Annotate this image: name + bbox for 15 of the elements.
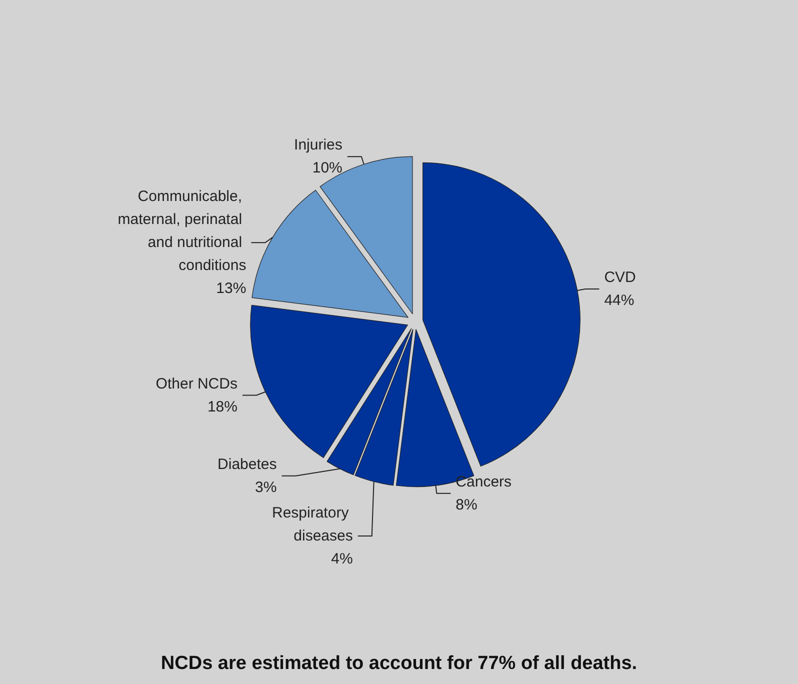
data-label: 8% bbox=[456, 496, 478, 514]
slice-label: Communicable, maternal, perinatal and nutritional conditions bbox=[118, 188, 246, 274]
data-label: 18% bbox=[207, 398, 238, 416]
data-label: 10% bbox=[312, 160, 342, 177]
slice-label: Diabetes bbox=[218, 456, 277, 473]
slice-label: Injuries bbox=[294, 136, 342, 154]
data-label: 3% bbox=[255, 478, 277, 496]
slice-label: Respiratory diseases bbox=[272, 504, 353, 545]
data-label: 13% bbox=[216, 280, 246, 298]
slice-label: Other NCDs bbox=[156, 375, 238, 392]
data-label: 4% bbox=[331, 550, 353, 568]
slice-label: Cancers bbox=[456, 473, 512, 490]
slice-label: CVD bbox=[604, 269, 636, 286]
text: NCDs are estimated to account for 77% of all deaths. bbox=[160, 653, 638, 674]
data-label: 44% bbox=[604, 292, 634, 310]
